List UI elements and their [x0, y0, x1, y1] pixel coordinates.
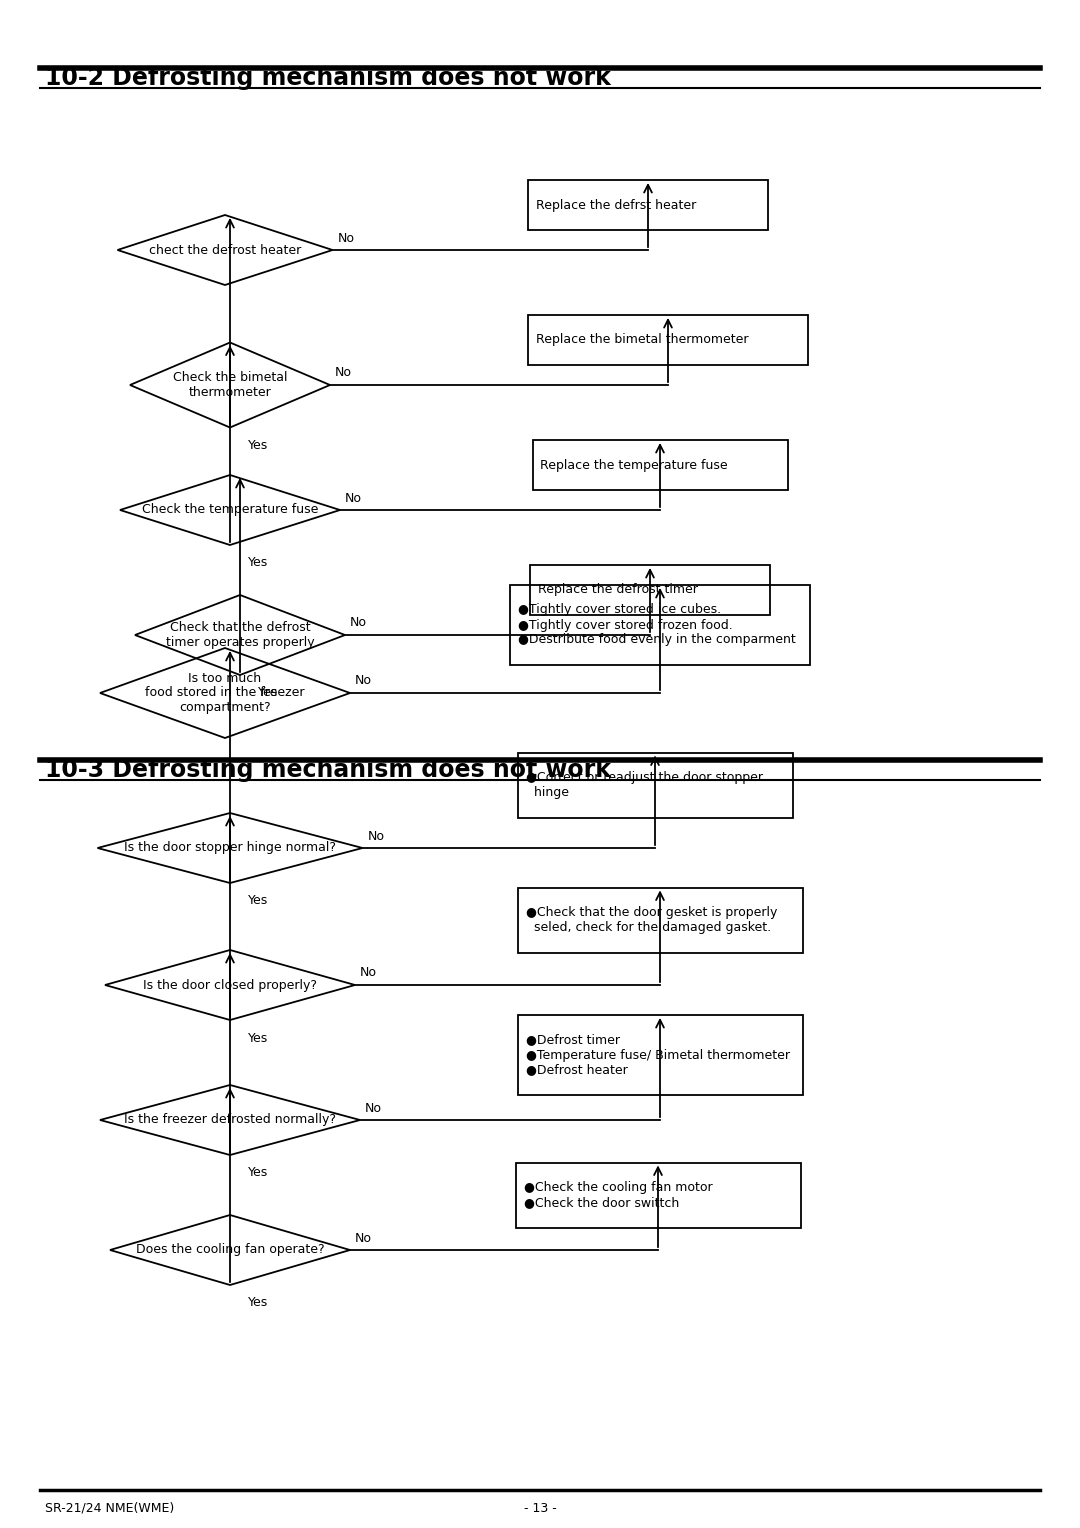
Text: SR-21/24 NME(WME): SR-21/24 NME(WME) — [45, 1502, 174, 1514]
Text: Replace the bimetal thermometer: Replace the bimetal thermometer — [536, 333, 748, 347]
Bar — [517, 888, 802, 952]
Text: No: No — [367, 830, 384, 842]
Text: Replace the defrost timer: Replace the defrost timer — [538, 584, 698, 596]
Text: Yes: Yes — [248, 894, 268, 908]
Text: Is the freezer defrosted normally?: Is the freezer defrosted normally? — [124, 1114, 336, 1126]
Text: Is too much
food stored in the freezer
compartment?: Is too much food stored in the freezer c… — [145, 671, 305, 715]
Bar — [528, 180, 768, 231]
Text: ●Defrost timer
●Temperature fuse/ Bimetal thermometer
●Defrost heater: ●Defrost timer ●Temperature fuse/ Bimeta… — [526, 1033, 789, 1077]
Text: No: No — [345, 492, 362, 504]
Text: Yes: Yes — [248, 1166, 268, 1180]
Text: 10-2 Defrosting mechanism does not work: 10-2 Defrosting mechanism does not work — [45, 66, 611, 90]
Text: Check the bimetal
thermometer: Check the bimetal thermometer — [173, 371, 287, 399]
Text: Yes: Yes — [258, 686, 279, 700]
Text: No: No — [355, 1232, 372, 1244]
Text: No: No — [360, 967, 377, 979]
Text: No: No — [335, 367, 352, 379]
Text: Yes: Yes — [248, 439, 268, 452]
Text: ●Correct or readjust the door stopper
  hinge: ●Correct or readjust the door stopper hi… — [526, 772, 762, 799]
Text: 10-3 Defrosting mechanism does not work: 10-3 Defrosting mechanism does not work — [45, 758, 611, 782]
Text: Yes: Yes — [248, 1296, 268, 1309]
Text: No: No — [355, 674, 372, 688]
Bar — [517, 1015, 802, 1096]
Bar — [510, 585, 810, 665]
Text: Is the door stopper hinge normal?: Is the door stopper hinge normal? — [124, 842, 336, 854]
Text: Check the temperature fuse: Check the temperature fuse — [141, 504, 319, 516]
Bar — [528, 315, 808, 365]
Bar — [517, 752, 793, 817]
Bar — [530, 565, 770, 614]
Text: Yes: Yes — [248, 1031, 268, 1045]
Bar — [532, 440, 787, 490]
Text: Replace the defrst heater: Replace the defrst heater — [536, 199, 697, 211]
Text: ●Tightly cover stored ice cubes.
●Tightly cover stored frozen food.
●Destribute : ●Tightly cover stored ice cubes. ●Tightl… — [518, 604, 796, 646]
Text: ●Check the cooling fan motor
●Check the door swittch: ●Check the cooling fan motor ●Check the … — [524, 1181, 712, 1209]
Text: No: No — [337, 232, 354, 244]
Text: Replace the temperature fuse: Replace the temperature fuse — [540, 458, 728, 472]
Bar — [515, 1163, 800, 1227]
Text: No: No — [350, 616, 367, 630]
Text: chect the defrost heater: chect the defrost heater — [149, 243, 301, 257]
Text: Yes: Yes — [248, 556, 268, 570]
Text: - 13 -: - 13 - — [524, 1502, 556, 1514]
Text: ●Check that the door gesket is properly
  seled, check for the damaged gasket.: ●Check that the door gesket is properly … — [526, 906, 777, 934]
Text: Does the cooling fan operate?: Does the cooling fan operate? — [136, 1244, 324, 1256]
Text: No: No — [365, 1102, 382, 1114]
Text: Check that the defrost
timer operates properly: Check that the defrost timer operates pr… — [165, 620, 314, 649]
Text: Is the door closed properly?: Is the door closed properly? — [143, 978, 318, 992]
